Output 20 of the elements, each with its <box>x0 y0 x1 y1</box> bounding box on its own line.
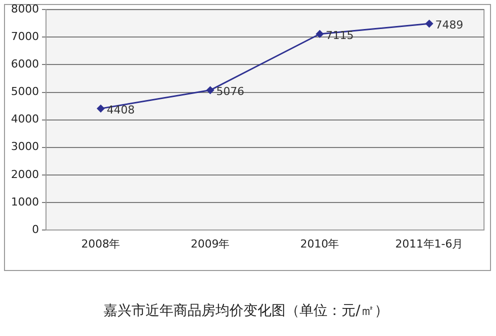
y-tick-label: 0 <box>32 222 39 236</box>
text: 嘉兴市近年商品房均价变化图（单位：元/㎡） <box>104 303 388 320</box>
y-tick-label: 2000 <box>10 168 39 181</box>
y-tick-label: 5000 <box>10 85 39 98</box>
point <box>206 86 214 94</box>
point <box>316 30 324 38</box>
y-tick-label: 7000 <box>10 30 39 44</box>
x-tick-label: 2011年1-6月 <box>395 237 464 250</box>
point <box>426 20 433 28</box>
x-tick-label: 2009年 <box>190 237 230 250</box>
x-tick-label: 2008年 <box>81 237 120 250</box>
y-tick-label: 1000 <box>10 195 39 208</box>
y-tick-label: 3000 <box>10 140 39 154</box>
y-tick-label: 4000 <box>10 112 39 126</box>
data-label: 7489 <box>435 18 464 32</box>
y-tick-label: 8000 <box>10 2 39 16</box>
data-label: 4408 <box>106 103 135 116</box>
point <box>96 104 104 112</box>
y-tick-label: 6000 <box>10 58 39 71</box>
x-tick-label: 2010年 <box>300 237 340 250</box>
